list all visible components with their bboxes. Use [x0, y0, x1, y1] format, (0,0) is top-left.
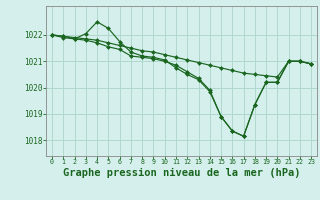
X-axis label: Graphe pression niveau de la mer (hPa): Graphe pression niveau de la mer (hPa)	[63, 168, 300, 178]
